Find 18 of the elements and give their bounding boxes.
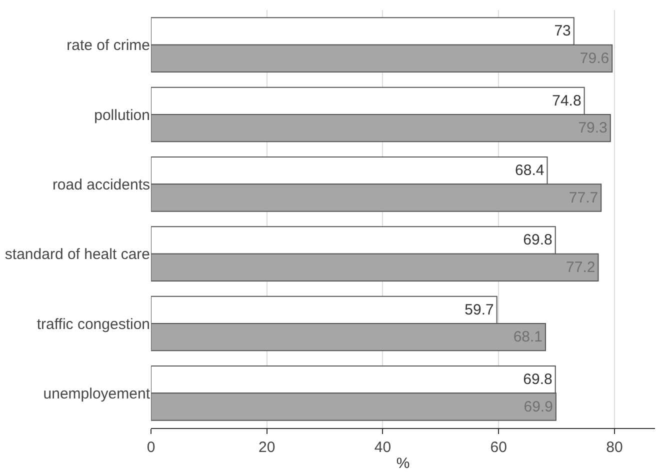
data-label: 74.8: [552, 92, 582, 110]
x-tick-label: 80: [606, 439, 623, 456]
data-label: 68.4: [515, 162, 544, 180]
x-tick-label: 20: [258, 439, 276, 456]
x-axis-title: %: [396, 455, 410, 472]
data-label: 59.7: [464, 301, 494, 318]
data-label: 69.8: [523, 232, 552, 249]
y-tick-label: unemployement: [43, 385, 151, 402]
y-tick-label: rate of crime: [66, 37, 150, 54]
x-tick-label: 60: [490, 439, 507, 456]
y-tick-label: pollution: [94, 106, 150, 124]
data-label: 73: [554, 22, 571, 40]
x-tick-label: 40: [374, 439, 392, 456]
data-label: 69.8: [523, 371, 552, 388]
x-tick-label: 0: [146, 439, 156, 456]
y-tick-label: road accidents: [52, 176, 150, 194]
y-tick-label: standard of healt care: [4, 246, 150, 264]
y-tick-label: traffic congestion: [36, 316, 150, 333]
